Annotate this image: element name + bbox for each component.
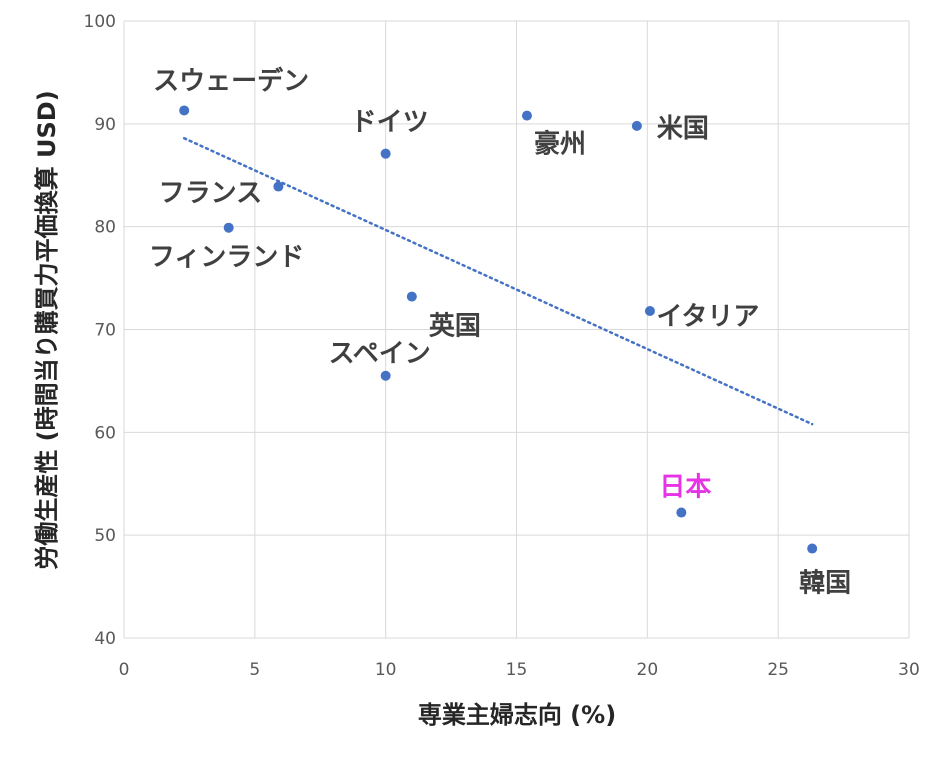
data-point bbox=[406, 291, 417, 302]
x-tick-label: 30 bbox=[898, 660, 920, 680]
y-tick-label: 90 bbox=[94, 115, 116, 135]
x-tick-label: 0 bbox=[119, 660, 130, 680]
point-label: スペイン bbox=[329, 339, 431, 369]
point-label: ドイツ bbox=[351, 108, 429, 138]
point-label: 豪州 bbox=[534, 129, 586, 160]
y-tick-label: 40 bbox=[94, 629, 116, 649]
x-tick-label: 25 bbox=[767, 660, 789, 680]
data-point bbox=[223, 222, 234, 233]
data-point bbox=[521, 110, 532, 121]
y-tick-label: 100 bbox=[84, 12, 116, 32]
y-tick-label: 80 bbox=[94, 218, 116, 238]
data-point bbox=[380, 370, 391, 381]
trend-line bbox=[182, 136, 814, 426]
data-point bbox=[807, 543, 818, 554]
y-tick-label: 70 bbox=[94, 321, 116, 341]
point-label: 米国 bbox=[657, 114, 709, 144]
point-label: スウェーデン bbox=[153, 65, 309, 96]
point-label: 日本 bbox=[659, 473, 711, 503]
data-point bbox=[644, 305, 655, 316]
grid-lines bbox=[123, 20, 910, 639]
data-point bbox=[179, 105, 190, 116]
point-label: 英国 bbox=[429, 312, 481, 342]
point-label: 韓国 bbox=[799, 569, 851, 599]
data-point bbox=[676, 507, 687, 518]
x-tick-label: 10 bbox=[375, 660, 397, 680]
point-label: フィンランド bbox=[149, 243, 304, 273]
data-point bbox=[631, 120, 642, 131]
point-label: フランス bbox=[159, 179, 262, 209]
x-tick-label: 15 bbox=[506, 660, 528, 680]
x-axis-label: 専業主婦志向 (%) bbox=[418, 701, 616, 729]
x-tick-labels: 0 5 10 15 20 25 30 bbox=[119, 660, 920, 680]
point-label: イタリア bbox=[656, 302, 759, 332]
data-point bbox=[273, 181, 284, 192]
y-axis-label: 労働生産性 (時間当り購買力平価換算 USD) bbox=[33, 90, 61, 569]
data-point bbox=[380, 148, 391, 159]
x-tick-label: 5 bbox=[249, 660, 260, 680]
y-tick-labels: 40 50 60 70 80 90 100 bbox=[84, 12, 116, 649]
data-points bbox=[179, 105, 818, 554]
y-tick-label: 60 bbox=[94, 423, 116, 443]
y-tick-label: 50 bbox=[94, 526, 116, 546]
x-tick-label: 20 bbox=[637, 660, 659, 680]
